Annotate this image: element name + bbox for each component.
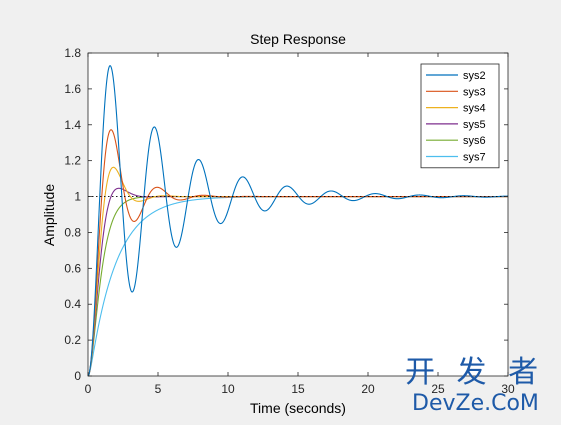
x-tick-label: 10 <box>221 382 235 396</box>
x-axis-label: Time (seconds) <box>250 400 346 416</box>
series-line-sys2 <box>87 65 508 377</box>
traces <box>87 65 508 377</box>
x-tick-label: 30 <box>501 382 515 396</box>
x-tick-label: 0 <box>85 382 92 396</box>
y-tick-label: 0.8 <box>64 225 81 239</box>
legend-label-sys7: sys7 <box>463 152 486 164</box>
legend-label-sys5: sys5 <box>463 119 486 131</box>
legend: sys2 sys3 sys4 sys5 sys6 sys7 <box>420 63 500 169</box>
legend-label-sys3: sys3 <box>463 86 486 98</box>
y-axis-label: Amplitude <box>41 184 57 246</box>
x-tick-label: 5 <box>155 382 162 396</box>
y-tick-label: 0 <box>74 369 81 383</box>
watermark-cn: 开 发 者 <box>405 355 544 390</box>
y-tick-label: 1.6 <box>64 82 81 96</box>
y-tick-label: 0.2 <box>64 333 81 347</box>
watermark-en: DevZe.CoM <box>412 391 539 416</box>
y-tick-label: 1.2 <box>64 154 81 168</box>
watermark: 开 发 者 DevZe.CoM <box>405 355 544 416</box>
x-tick-label: 15 <box>291 382 305 396</box>
ticks: 0 5 10 15 20 25 30 0 0.2 0.4 0.6 0.8 1 1.2 1.4 1.6 1.8 <box>64 46 515 396</box>
chart-title: Step Response <box>250 31 346 47</box>
x-tick-label: 20 <box>361 382 375 396</box>
y-tick-label: 0.4 <box>64 297 81 311</box>
x-tick-label: 25 <box>431 382 445 396</box>
y-tick-label: 0.6 <box>64 261 81 275</box>
legend-box <box>420 63 500 169</box>
legend-label-sys4: sys4 <box>463 103 486 115</box>
legend-label-sys6: sys6 <box>463 135 486 147</box>
y-tick-label: 1.8 <box>64 46 81 60</box>
legend-label-sys2: sys2 <box>463 70 486 82</box>
y-tick-label: 1 <box>74 190 81 204</box>
y-tick-label: 1.4 <box>64 118 81 132</box>
